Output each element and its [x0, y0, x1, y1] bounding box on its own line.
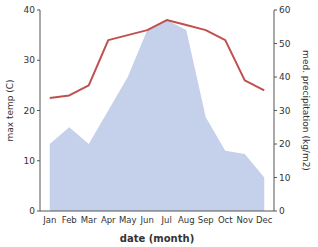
y-tick-label: 30: [24, 55, 36, 65]
chart: 0 10 20 30 40 0 10 20 30 40 50 60 Jan Feb MarAprMayJun…: [0, 0, 318, 247]
y2-tick-label: 30: [279, 106, 291, 116]
y2-tick: [274, 77, 277, 78]
y-tick: [37, 10, 40, 11]
y2-tick: [274, 10, 277, 11]
y-tick: [37, 60, 40, 61]
precipitation-area: [50, 20, 265, 211]
y-tick-label: 40: [24, 5, 36, 15]
y2-tick: [274, 211, 277, 212]
x-tick-label: Jun: [140, 215, 154, 225]
y2-tick: [274, 43, 277, 44]
x-tick-label: Aug: [178, 215, 195, 225]
y2-tick-label: 50: [279, 39, 291, 49]
x-tick-label: Feb: [62, 215, 77, 225]
x-tick-label: Nov: [236, 215, 253, 225]
y2-tick: [274, 110, 277, 111]
x-axis-line: [40, 211, 274, 212]
y-tick: [37, 160, 40, 161]
temperature-line: [50, 20, 265, 98]
y-tick: [37, 211, 40, 212]
y2-tick: [274, 144, 277, 145]
y2-tick-label: 0: [279, 206, 285, 216]
y2-axis-label: med. precipitation (kg/m2): [301, 50, 311, 171]
y-tick-label: 0: [29, 206, 35, 216]
y2-tick: [274, 177, 277, 178]
x-tick-label: May: [119, 215, 137, 225]
marks: [50, 20, 265, 211]
y-tick-label: 10: [24, 156, 36, 166]
y2-tick-label: 20: [279, 139, 291, 149]
x-tick-label: Oct: [218, 215, 233, 225]
x-tick-label: Dec: [256, 215, 273, 225]
y2-tick-label: 60: [279, 5, 291, 15]
x-tick-label: Mar: [81, 215, 98, 225]
x-tick-label: Jul: [161, 215, 172, 225]
x-tick-label: Jan: [42, 215, 56, 225]
y-axis-label: max temp (C): [5, 79, 15, 141]
x-tick-label: Apr: [101, 215, 116, 225]
y-tick: [37, 110, 40, 111]
y2-tick-label: 10: [279, 173, 291, 183]
x-tick-label: Sep: [198, 215, 214, 225]
y2-tick-label: 40: [279, 72, 291, 82]
x-axis-label: date (month): [120, 233, 194, 244]
y-tick-label: 20: [24, 106, 36, 116]
